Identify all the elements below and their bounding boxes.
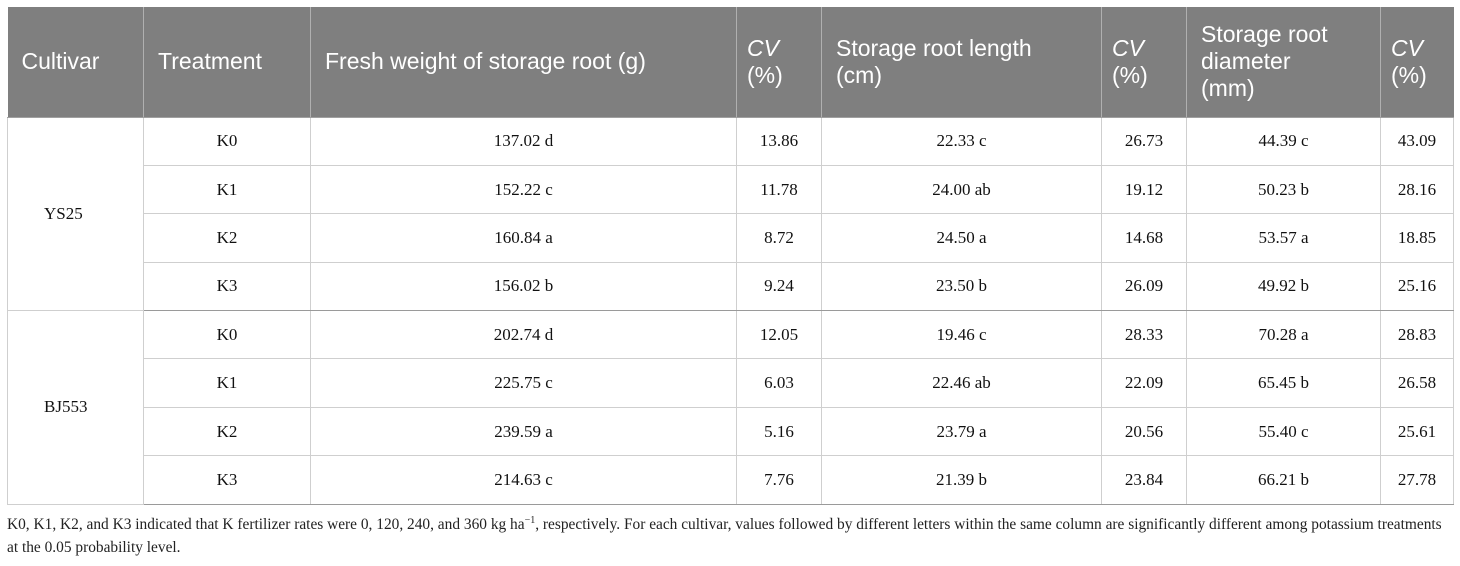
cv-cell: 26.09	[1101, 262, 1187, 312]
cv-cell: 9.24	[736, 262, 822, 312]
diameter-cell: 44.39 c	[1186, 117, 1381, 166]
table-row: YS25 K0 137.02 d 13.86 22.33 c 26.73 44.…	[7, 117, 1454, 312]
cv-cell: 19.12	[1101, 165, 1187, 215]
table-row: K2 160.84 a 8.72 24.50 a 14.68 53.57 a 1…	[8, 213, 1454, 263]
table-row: K1 225.75 c 6.03 22.46 ab 22.09 65.45 b …	[8, 358, 1454, 408]
table-row: BJ553 K0 202.74 d 12.05 19.46 c 28.33 70…	[7, 310, 1454, 505]
diameter-cell: 55.40 c	[1186, 407, 1381, 457]
header-length-line1: Storage root length	[836, 34, 1032, 61]
cv-cell: 22.09	[1101, 358, 1187, 408]
cv-cell: 26.58	[1380, 358, 1454, 408]
fresh-weight-cell: 152.22 c	[310, 165, 737, 215]
length-cell: 22.33 c	[821, 117, 1102, 166]
cv-cell: 28.16	[1380, 165, 1454, 215]
diameter-cell: 49.92 b	[1186, 262, 1381, 312]
cv-cell: 28.83	[1380, 310, 1454, 360]
header-cv-3-label: CV	[1391, 34, 1423, 61]
diameter-cell: 53.57 a	[1186, 213, 1381, 263]
treatment-cell: K2	[143, 407, 311, 457]
fresh-weight-cell: 137.02 d	[310, 117, 737, 166]
fresh-weight-cell: 202.74 d	[310, 310, 737, 360]
header-cv-1: CV (%)	[736, 7, 822, 118]
fresh-weight-cell: 239.59 a	[310, 407, 737, 457]
length-cell: 23.79 a	[821, 407, 1102, 457]
footnote-superscript: −1	[524, 514, 536, 526]
treatment-cell: K1	[143, 358, 311, 408]
header-cv-1-unit: (%)	[747, 61, 783, 88]
header-cv-1-label: CV	[747, 34, 779, 61]
cv-cell: 28.33	[1101, 310, 1187, 360]
length-cell: 22.46 ab	[821, 358, 1102, 408]
table-row: K2 239.59 a 5.16 23.79 a 20.56 55.40 c 2…	[8, 407, 1454, 457]
cv-cell: 7.76	[736, 455, 822, 505]
cv-cell: 23.84	[1101, 455, 1187, 505]
table-row: K1 152.22 c 11.78 24.00 ab 19.12 50.23 b…	[8, 165, 1454, 215]
fresh-weight-cell: 156.02 b	[310, 262, 737, 312]
cv-cell: 5.16	[736, 407, 822, 457]
cv-cell: 11.78	[736, 165, 822, 215]
cv-cell: 8.72	[736, 213, 822, 263]
fresh-weight-cell: 160.84 a	[310, 213, 737, 263]
diameter-cell: 70.28 a	[1186, 310, 1381, 360]
header-length-line2: (cm)	[836, 61, 882, 88]
header-diameter: Storage root diameter (mm)	[1186, 7, 1381, 118]
header-cultivar: Cultivar	[7, 7, 144, 118]
fresh-weight-cell: 225.75 c	[310, 358, 737, 408]
length-cell: 24.00 ab	[821, 165, 1102, 215]
header-diameter-line2: diameter	[1201, 48, 1291, 75]
cv-cell: 14.68	[1101, 213, 1187, 263]
treatment-cell: K1	[143, 165, 311, 215]
diameter-cell: 50.23 b	[1186, 165, 1381, 215]
cv-cell: 26.73	[1101, 117, 1187, 166]
header-cv-3-unit: (%)	[1391, 61, 1427, 88]
table-body: YS25 K0 137.02 d 13.86 22.33 c 26.73 44.…	[7, 117, 1454, 505]
header-treatment-text: Treatment	[158, 48, 262, 75]
table-row: K3 156.02 b 9.24 23.50 b 26.09 49.92 b 2…	[8, 262, 1454, 312]
table-container: Cultivar Treatment Fresh weight of stora…	[7, 7, 1454, 505]
cultivar-cell: BJ553	[7, 310, 144, 505]
header-cv-2: CV (%)	[1101, 7, 1187, 118]
treatment-cell: K0	[143, 310, 311, 360]
cv-cell: 18.85	[1380, 213, 1454, 263]
footnote-text-1: K0, K1, K2, and K3 indicated that K fert…	[7, 516, 525, 533]
length-cell: 23.50 b	[821, 262, 1102, 312]
cv-cell: 20.56	[1101, 407, 1187, 457]
cv-cell: 12.05	[736, 310, 822, 360]
header-row: Cultivar Treatment Fresh weight of stora…	[7, 7, 1454, 118]
header-diameter-line3: (mm)	[1201, 75, 1255, 102]
table-header: Cultivar Treatment Fresh weight of stora…	[7, 7, 1454, 118]
header-cv-3: CV (%)	[1380, 7, 1454, 118]
length-cell: 21.39 b	[821, 455, 1102, 505]
diameter-cell: 65.45 b	[1186, 358, 1381, 408]
table-row: K3 214.63 c 7.76 21.39 b 23.84 66.21 b 2…	[8, 455, 1454, 505]
header-cultivar-text: Cultivar	[21, 48, 100, 75]
treatment-cell: K3	[143, 262, 311, 312]
treatment-cell: K0	[143, 117, 311, 166]
header-cv-2-unit: (%)	[1112, 61, 1148, 88]
cv-cell: 27.78	[1380, 455, 1454, 505]
length-cell: 19.46 c	[821, 310, 1102, 360]
cv-cell: 13.86	[736, 117, 822, 166]
data-table: Cultivar Treatment Fresh weight of stora…	[7, 7, 1454, 505]
cv-cell: 25.16	[1380, 262, 1454, 312]
header-fresh-weight: Fresh weight of storage root (g)	[310, 7, 737, 118]
diameter-cell: 66.21 b	[1186, 455, 1381, 505]
header-treatment: Treatment	[143, 7, 311, 118]
header-diameter-line1: Storage root	[1201, 21, 1328, 48]
header-cv-2-label: CV	[1112, 34, 1144, 61]
table-footnote: K0, K1, K2, and K3 indicated that K fert…	[7, 513, 1453, 559]
treatment-cell: K3	[143, 455, 311, 505]
treatment-cell: K2	[143, 213, 311, 263]
header-length: Storage root length (cm)	[821, 7, 1102, 118]
footnote-text-2: , respectively. For each cultivar, value…	[7, 516, 1442, 556]
cv-cell: 43.09	[1380, 117, 1454, 166]
cv-cell: 6.03	[736, 358, 822, 408]
cultivar-cell: YS25	[7, 117, 144, 312]
fresh-weight-cell: 214.63 c	[310, 455, 737, 505]
cv-cell: 25.61	[1380, 407, 1454, 457]
header-fresh-weight-text: Fresh weight of storage root (g)	[325, 48, 646, 75]
length-cell: 24.50 a	[821, 213, 1102, 263]
